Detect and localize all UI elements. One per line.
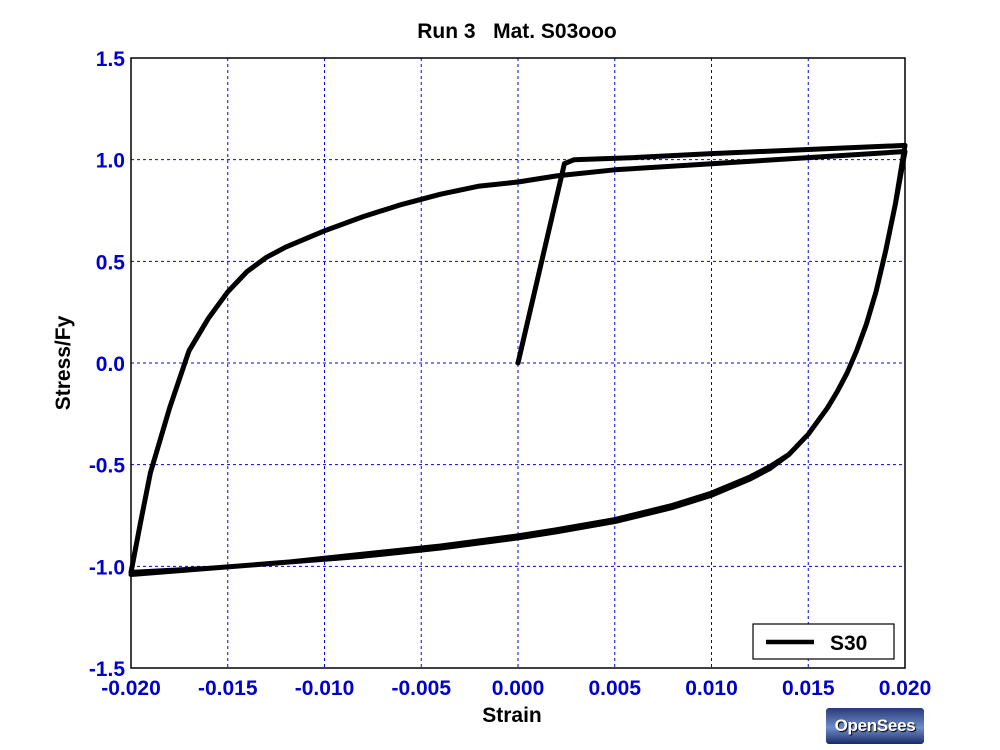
x-tick-label: 0.010: [685, 677, 738, 700]
y-tick-label: -0.5: [89, 455, 126, 478]
y-tick-labels: 1.5 1.0 0.5 0.0 -0.5 -1.0 -1.5: [89, 48, 126, 681]
series-line-s30: [128, 142, 908, 577]
x-tick-label: 0.015: [782, 677, 835, 700]
x-tick-label: 0.005: [588, 677, 641, 700]
y-tick-label: -1.0: [89, 556, 125, 579]
y-tick-label: -1.5: [89, 658, 126, 681]
legend: S30: [752, 623, 895, 660]
opensees-logo: OpenSees: [826, 708, 924, 744]
x-tick-label: 0.000: [492, 677, 545, 700]
y-tick-label: 1.0: [96, 150, 125, 173]
x-tick-label: -0.010: [295, 677, 355, 700]
x-axis-label: Strain: [482, 704, 542, 727]
y-axis-label: Stress/Fy: [52, 315, 75, 410]
plot-frame: [130, 57, 906, 669]
x-tick-label: 0.020: [879, 677, 932, 700]
x-tick-label: -0.020: [101, 677, 161, 700]
y-tick-label: 0.5: [96, 251, 126, 274]
chart-title: Run 3 Mat. S03ooo: [417, 20, 617, 43]
series-layer: [128, 142, 908, 577]
x-tick-label: -0.015: [198, 677, 258, 700]
y-tick-label: 1.5: [96, 48, 126, 71]
x-tick-label: -0.005: [391, 677, 451, 700]
x-tick-labels: -0.020 -0.015 -0.010 -0.005 0.000 0.005 0.010 0…: [101, 677, 931, 700]
y-tick-label: 0.0: [96, 353, 125, 376]
legend-label: S30: [830, 632, 867, 655]
